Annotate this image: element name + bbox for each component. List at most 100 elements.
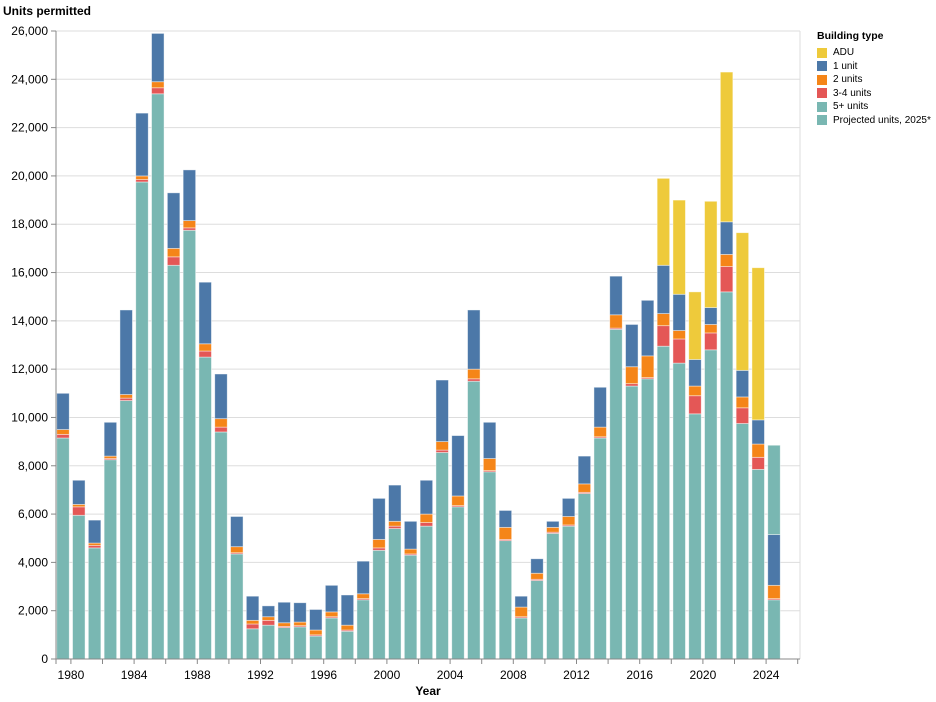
bar-segment-5-units-1988 (198, 356, 212, 660)
legend: Building type ADU 1 unit 2 units 3-4 units 5… (817, 30, 931, 127)
bar-segment-2-units-2004 (451, 495, 465, 507)
bar-stack-1981 (87, 519, 102, 660)
legend-label: 2 units (833, 74, 863, 86)
bar-segment-5-units-2013 (593, 437, 607, 660)
legend-swatch (817, 47, 827, 58)
bar-segment-1-unit-1991 (245, 595, 260, 621)
bar-segment-1-unit-2005 (467, 309, 481, 370)
bar-segment-2-units-2021 (719, 254, 734, 267)
bar-stack-2002 (419, 479, 434, 660)
bar-segment-adu-2023 (751, 267, 765, 421)
bar-segment-2-units-2013 (593, 426, 607, 438)
bar-segment-1-unit-2007 (498, 510, 513, 528)
bar-stack-2020 (704, 200, 718, 660)
bar-stack-2008 (514, 595, 528, 660)
x-tick-label: 2000 (374, 668, 401, 682)
bar-segment-2-units-2022 (735, 396, 750, 409)
bar-stack-2013 (593, 386, 607, 660)
y-tick-label: 6,000 (18, 507, 48, 521)
bar-segment-1-unit-1995 (309, 609, 323, 631)
bar-segment-1-unit-2011 (561, 497, 576, 517)
bar-segment-5-units-2018 (672, 362, 686, 660)
legend-label: 3-4 units (833, 87, 872, 99)
bar-segment-2-units-2018 (672, 330, 686, 340)
bar-segment-2-units-2000 (388, 520, 402, 527)
bar-segment-2-units-2012 (577, 483, 592, 493)
bar-segment-3-4-units-1979 (56, 433, 70, 439)
bar-segment-5-units-1991 (245, 628, 260, 660)
bar-segment-5-units-2001 (403, 554, 418, 660)
bar-segment-1-unit-2009 (530, 558, 544, 574)
bar-segment-5-units-1999 (372, 549, 386, 660)
legend-label: 5+ units (833, 101, 869, 113)
bar-segment-2-units-1983 (119, 394, 133, 399)
bar-segment-adu-2021 (719, 71, 734, 223)
bar-segment-1-unit-2018 (672, 293, 686, 331)
bar-stack-1997 (340, 594, 355, 660)
bar-segment-2-units-2001 (403, 548, 418, 555)
legend-label: 1 unit (833, 60, 858, 72)
bar-segment-2-units-1992 (261, 616, 276, 621)
bar-stack-2000 (388, 484, 402, 660)
bar-segment-2-units-1997 (340, 624, 355, 631)
legend-swatch (817, 74, 827, 85)
bar-segment-3-4-units-2022 (735, 407, 750, 424)
bar-segment-1-unit-2021 (719, 221, 734, 255)
bar-segment-5-units-1994 (293, 626, 307, 660)
bar-segment-adu-2020 (704, 200, 718, 308)
bar-segment-2-units-1996 (324, 611, 339, 618)
bar-stack-1983 (119, 309, 133, 660)
bar-segment-5-units-2011 (561, 525, 576, 660)
x-axis-title: Year (415, 684, 441, 698)
bar-segment-5-units-2020 (704, 349, 718, 660)
bar-segment-2-units-2002 (419, 513, 434, 523)
bar-stack-2014 (609, 275, 623, 660)
bars (56, 33, 781, 660)
y-tick-label: 4,000 (18, 555, 48, 569)
bar-segment-1-unit-1984 (135, 112, 149, 177)
bar-stack-2007 (498, 510, 513, 660)
bar-segment-2-units-1998 (356, 593, 370, 600)
bar-segment-5-units-1980 (72, 514, 86, 660)
bar-stack-2017 (656, 177, 671, 660)
bar-segment-1-unit-1988 (198, 281, 212, 345)
bar-stack-1982 (103, 421, 118, 660)
bar-segment-1-unit-2012 (577, 455, 592, 485)
bar-segment-2-units-1989 (214, 418, 228, 428)
bar-stack-2016 (640, 299, 655, 660)
bar-stack-1994 (293, 602, 307, 660)
bar-segment-2-units-1984 (135, 175, 149, 180)
bar-stack-1979 (56, 392, 70, 660)
bar-segment-5-units-2015 (625, 385, 639, 660)
bar-segment-3-4-units-1992 (261, 619, 276, 626)
bar-stack-2024 (767, 444, 781, 660)
bar-segment-2-units-2009 (530, 572, 544, 580)
bar-segment-5-units-2008 (514, 617, 528, 660)
bar-stack-1984 (135, 112, 149, 660)
bar-segment-1-unit-1982 (103, 421, 118, 457)
bar-stack-2018 (672, 199, 686, 660)
bar-stack-2012 (577, 455, 592, 660)
x-tick-label: 1992 (247, 668, 274, 682)
bar-stack-1999 (372, 497, 386, 660)
bar-segment-1-unit-1994 (293, 602, 307, 623)
x-tick-label: 1980 (58, 668, 85, 682)
bar-segment-3-4-units-2020 (704, 332, 718, 351)
bar-segment-2-units-2006 (482, 458, 497, 471)
bar-segment-5-units-2003 (435, 452, 449, 660)
bar-segment-2-units-1991 (245, 619, 260, 625)
y-tick-label: 0 (41, 652, 48, 666)
bar-stack-1992 (261, 605, 276, 660)
bar-segment-1-unit-2006 (482, 421, 497, 459)
bar-stack-1980 (72, 479, 86, 660)
legend-swatch (817, 88, 827, 99)
bar-segment-5-units-1984 (135, 181, 149, 660)
bar-stack-1998 (356, 560, 370, 660)
y-tick-label: 24,000 (11, 72, 48, 86)
bar-segment-5-units-2009 (530, 580, 544, 660)
bar-segment-1-unit-2003 (435, 379, 449, 443)
bar-segment-1-unit-2013 (593, 386, 607, 428)
bar-segment-3-4-units-2018 (672, 338, 686, 364)
y-tick-label: 18,000 (11, 217, 48, 231)
y-tick-label: 14,000 (11, 314, 48, 328)
